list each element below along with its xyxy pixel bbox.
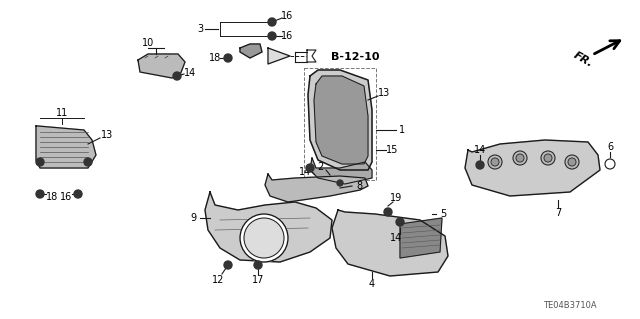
Text: 14: 14 [474,145,486,155]
Circle shape [605,159,615,169]
Circle shape [84,158,92,166]
Text: 6: 6 [607,142,613,152]
Text: 7: 7 [555,208,561,218]
Text: 11: 11 [56,108,68,118]
Text: 10: 10 [142,38,154,48]
Text: 13: 13 [101,130,113,140]
Circle shape [268,18,276,26]
Circle shape [384,208,392,216]
Text: FR.: FR. [572,50,595,70]
Circle shape [568,158,576,166]
Text: 19: 19 [390,193,402,203]
Circle shape [513,151,527,165]
Circle shape [306,164,314,172]
Circle shape [173,72,181,80]
Text: 18: 18 [209,53,221,63]
Circle shape [36,190,44,198]
Circle shape [224,54,232,62]
Polygon shape [400,218,442,258]
Text: 3: 3 [197,24,203,34]
Polygon shape [307,50,316,62]
Circle shape [476,161,484,169]
Circle shape [491,158,499,166]
Text: 14: 14 [184,68,196,78]
Circle shape [488,155,502,169]
Text: 18: 18 [46,192,58,202]
Circle shape [36,158,44,166]
Circle shape [240,214,288,262]
Text: 14: 14 [390,233,402,243]
Text: 13: 13 [378,88,390,98]
Circle shape [224,261,232,269]
Text: 1: 1 [399,125,405,135]
Text: 12: 12 [212,275,224,285]
Polygon shape [268,48,290,64]
Circle shape [544,154,552,162]
Text: 14: 14 [299,167,311,177]
Circle shape [74,190,82,198]
Polygon shape [138,54,185,78]
Circle shape [541,151,555,165]
Text: 2: 2 [317,162,323,172]
Text: 16: 16 [281,11,293,21]
Polygon shape [205,192,332,262]
Text: 15: 15 [386,145,398,155]
Text: 5: 5 [440,209,446,219]
Polygon shape [240,44,262,58]
Text: 17: 17 [252,275,264,285]
Circle shape [268,32,276,40]
Circle shape [254,261,262,269]
Polygon shape [310,158,372,184]
Polygon shape [265,174,368,202]
Circle shape [396,218,404,226]
Text: 9: 9 [190,213,196,223]
Text: 4: 4 [369,279,375,289]
Circle shape [337,180,343,186]
Text: TE04B3710A: TE04B3710A [543,300,597,309]
Text: 16: 16 [60,192,72,202]
Polygon shape [314,76,368,164]
Text: 16: 16 [281,31,293,41]
Polygon shape [332,210,448,276]
Bar [304,68,376,180]
Polygon shape [308,70,372,170]
Text: 8: 8 [356,181,362,191]
Polygon shape [36,126,96,168]
Text: B-12-10: B-12-10 [331,52,380,62]
Circle shape [565,155,579,169]
Circle shape [244,218,284,258]
Polygon shape [465,140,600,196]
Circle shape [516,154,524,162]
